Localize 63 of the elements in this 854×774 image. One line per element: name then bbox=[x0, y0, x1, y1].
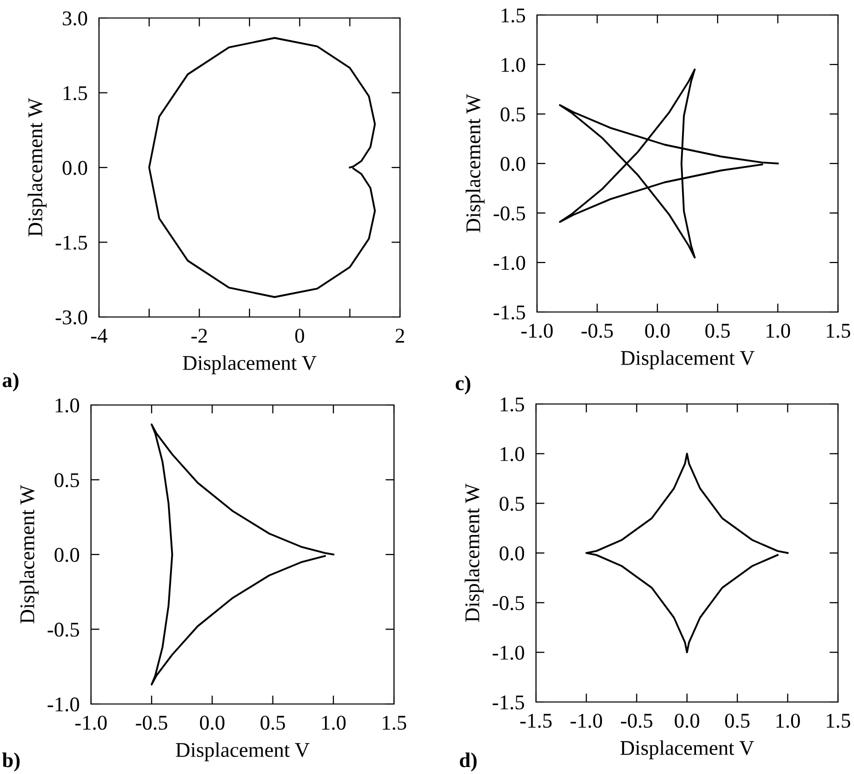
y-axis-title: Displacement W bbox=[466, 94, 485, 232]
y-tick-label: 1.0 bbox=[56, 398, 80, 413]
y-tick-label: 1.5 bbox=[64, 86, 88, 100]
y-axis-title: Displacement W bbox=[28, 98, 47, 236]
x-tick-label: -4 bbox=[91, 328, 108, 343]
x-tick-label: -1.0 bbox=[570, 714, 602, 728]
x-tick-label: 1.0 bbox=[322, 716, 346, 730]
y-tick-label: 1.0 bbox=[502, 58, 526, 72]
y-tick-label: -0.5 bbox=[494, 206, 526, 221]
y-tick-label: -3.0 bbox=[56, 310, 88, 325]
y-tick-label: -1.0 bbox=[492, 646, 524, 660]
y-tick-label: 1.0 bbox=[500, 447, 524, 462]
text: d) bbox=[460, 752, 477, 772]
y-tick-label: 1.5 bbox=[500, 397, 524, 412]
line-series bbox=[148, 37, 376, 298]
text: c) bbox=[456, 376, 470, 394]
x-tick-label: 1.0 bbox=[766, 324, 790, 338]
x-tick-label: 0.0 bbox=[645, 324, 670, 338]
x-axis-title: Displacement V bbox=[620, 350, 754, 370]
y-tick-label: 0.5 bbox=[500, 107, 526, 122]
x-tick-label: -1.0 bbox=[521, 324, 553, 338]
line-series bbox=[150, 424, 334, 686]
x-tick-label: -0.5 bbox=[581, 324, 613, 338]
y-axis-title: Displacement W bbox=[464, 484, 484, 622]
x-tick-label: 0 bbox=[295, 328, 304, 343]
line-series bbox=[585, 452, 789, 654]
y-tick-label: 0.0 bbox=[54, 548, 80, 562]
y-tick-label: 0.0 bbox=[500, 546, 524, 561]
x-tick-label: 0.5 bbox=[725, 714, 750, 728]
x-axis-title: Displacement V bbox=[182, 355, 316, 374]
text: b) bbox=[2, 752, 20, 772]
x-axis-title: Displacement V bbox=[620, 740, 754, 760]
x-tick-label: -1.5 bbox=[520, 714, 552, 728]
y-tick-label: -1.0 bbox=[48, 697, 80, 712]
x-tick-label: -2 bbox=[191, 328, 207, 343]
y-tick-label: -1.5 bbox=[492, 695, 524, 710]
y-tick-label: -1.5 bbox=[494, 305, 526, 320]
y-tick-label: 0.0 bbox=[62, 160, 88, 176]
y-tick-label: 3.0 bbox=[62, 11, 88, 26]
y-tick-label: -1.5 bbox=[56, 236, 88, 250]
x-tick-label: 0.5 bbox=[705, 324, 730, 338]
y-tick-label: -0.5 bbox=[492, 596, 524, 610]
x-tick-label: 1.5 bbox=[382, 716, 406, 730]
x-tick-label: 0.0 bbox=[200, 716, 224, 730]
y-tick-label: -0.5 bbox=[48, 622, 80, 637]
x-tick-label: 1.0 bbox=[776, 714, 800, 728]
text: a) bbox=[2, 372, 18, 392]
x-tick-label: 0.5 bbox=[260, 716, 286, 730]
x-tick-label: -0.5 bbox=[136, 716, 168, 730]
line-series bbox=[558, 68, 779, 258]
x-tick-label: 1.5 bbox=[826, 714, 850, 728]
x-tick-label: -0.5 bbox=[620, 714, 652, 728]
x-tick-label: 0.0 bbox=[674, 714, 700, 728]
y-tick-label: 0.5 bbox=[54, 473, 80, 488]
y-tick-label: 0.0 bbox=[500, 156, 526, 172]
y-tick-label: 0.5 bbox=[500, 496, 524, 511]
y-tick-label: -1.0 bbox=[494, 256, 526, 270]
x-tick-label: 1.5 bbox=[826, 324, 850, 338]
x-tick-label: 2 bbox=[396, 328, 404, 343]
x-axis-title: Displacement V bbox=[176, 742, 310, 762]
x-tick-label: -1.0 bbox=[75, 716, 107, 730]
y-tick-label: 1.5 bbox=[502, 8, 526, 23]
y-axis-title: Displacement W bbox=[20, 485, 39, 624]
